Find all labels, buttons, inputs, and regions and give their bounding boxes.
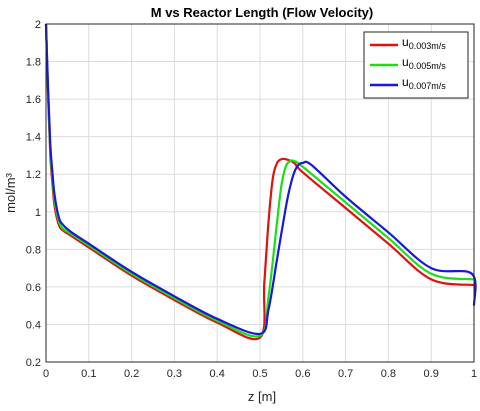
plot-frame <box>45 23 475 363</box>
y-tick-label: 1.4 <box>26 132 41 144</box>
y-tick-label: 0.2 <box>26 357 41 369</box>
y-tick-label: 0.4 <box>26 319 41 331</box>
y-tick-label: 1 <box>35 207 41 219</box>
y-tick-label: 0.6 <box>26 282 41 294</box>
legend-entry-name: u <box>402 55 409 69</box>
legend-entry-subscript: 0.007m/s <box>409 81 447 91</box>
legend-entry: u0.007m/s <box>402 75 446 91</box>
legend-entry-subscript: 0.003m/s <box>409 41 447 51</box>
legend-entry: u0.005m/s <box>402 55 446 71</box>
x-tick-label: 0.5 <box>252 368 267 380</box>
x-tick-label: 0 <box>43 368 49 380</box>
x-tick-label: 0.1 <box>81 368 96 380</box>
y-tick-label: 0.8 <box>26 244 41 256</box>
y-axis-label: mol/m³ <box>3 172 18 212</box>
x-tick-label: 0.3 <box>167 368 182 380</box>
x-tick-label: 0.7 <box>338 368 353 380</box>
tick-labels: 0 0.1 0.2 0.3 0.4 0.5 0.6 0.7 0.8 0.9 1 0.2 0.4 0.6 0.… <box>26 19 477 380</box>
legend: u0.003m/su0.005m/su0.007m/s <box>363 31 469 99</box>
x-axis-label: z [m] <box>248 389 276 404</box>
series-lines <box>44 23 477 341</box>
legend-entry: u0.003m/s <box>402 35 446 51</box>
x-tick-label: 0.8 <box>381 368 396 380</box>
y-tick-label: 1.2 <box>26 169 41 181</box>
legend-entry-subscript: 0.005m/s <box>409 61 447 71</box>
series-line-0.007m/s <box>44 23 477 335</box>
x-tick-label: 1 <box>471 368 477 380</box>
x-tick-label: 0.2 <box>124 368 139 380</box>
chart-title: M vs Reactor Length (Flow Velocity) <box>151 5 373 20</box>
legend-entry-name: u <box>402 75 409 89</box>
x-tick-label: 0.4 <box>210 368 225 380</box>
legend-entry-name: u <box>402 35 409 49</box>
x-tick-label: 0.9 <box>424 368 439 380</box>
y-tick-label: 2 <box>35 19 41 31</box>
y-tick-label: 1.6 <box>26 94 41 106</box>
y-tick-label: 1.8 <box>26 57 41 69</box>
x-tick-label: 0.6 <box>295 368 310 380</box>
